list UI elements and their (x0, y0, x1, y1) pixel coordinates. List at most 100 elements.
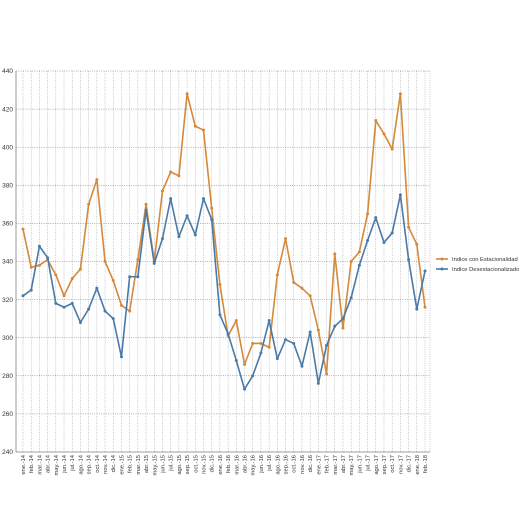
x-tick-label: may.-16 (251, 455, 257, 476)
x-tick-label: oct.-16 (292, 455, 298, 473)
x-tick-label: may.-14 (54, 454, 60, 475)
series-point-0 (292, 280, 296, 284)
legend-label-0: Indice con Estacionalidad (452, 257, 518, 263)
series-point-0 (37, 263, 41, 267)
x-tick-label: oct.-17 (390, 455, 396, 473)
y-axis-ticks: 440 420 400 380 360 340 320 300 280 260 240 (2, 68, 13, 456)
x-tick-label: feb.-16 (226, 455, 232, 473)
x-tick-label: ene.-16 (218, 455, 224, 475)
series-point-1 (226, 332, 230, 336)
series-point-1 (136, 275, 140, 279)
series-group (21, 92, 427, 391)
x-tick-label: ene.-18 (415, 455, 421, 475)
series-point-1 (275, 357, 279, 361)
series-point-1 (29, 288, 33, 292)
series-point-1 (390, 231, 394, 235)
x-tick-label: dic.-17 (407, 455, 413, 472)
x-tick-label: jun.-17 (357, 455, 363, 474)
x-tick-label: jul.-15 (169, 455, 175, 472)
series-point-1 (415, 307, 419, 311)
axes (15, 71, 430, 453)
series-point-1 (62, 305, 66, 309)
series-point-1 (300, 364, 304, 368)
series-point-1 (21, 294, 25, 298)
series-point-0 (160, 189, 164, 193)
series-point-1 (152, 261, 156, 265)
x-tick-label: ene.-14 (21, 454, 27, 474)
series-point-1 (169, 197, 173, 201)
series-point-0 (300, 286, 304, 290)
series-point-0 (87, 202, 91, 206)
series-point-0 (423, 305, 427, 309)
series-point-0 (398, 92, 402, 96)
series-line-0 (22, 93, 426, 375)
series-point-0 (128, 309, 132, 313)
series-point-0 (333, 252, 337, 256)
series-point-1 (185, 214, 189, 218)
x-tick-label: dic.-15 (210, 455, 216, 472)
series-point-0 (54, 273, 58, 277)
y-tick-label: 260 (2, 411, 13, 418)
series-point-1 (308, 330, 312, 334)
series-point-1 (349, 296, 353, 300)
x-tick-label: nov.-14 (103, 454, 109, 474)
series-point-1 (210, 218, 214, 222)
series-point-1 (119, 355, 123, 359)
x-tick-label: abr.-16 (243, 455, 249, 473)
series-point-1 (243, 387, 247, 391)
series-point-0 (349, 260, 353, 263)
x-tick-label: dic.-16 (308, 455, 314, 472)
series-point-1 (325, 343, 329, 347)
x-tick-label: oct.-15 (193, 455, 199, 473)
x-tick-label: nov.-15 (201, 455, 207, 474)
x-tick-label: jul.-16 (267, 455, 273, 472)
series-point-1 (70, 301, 74, 305)
series-point-1 (128, 275, 132, 279)
series-point-0 (234, 319, 238, 323)
x-tick-label: may.-15 (152, 455, 158, 476)
series-point-0 (111, 279, 115, 283)
series-point-1 (46, 256, 50, 260)
series-point-0 (136, 258, 140, 262)
x-tick-label: feb.-14 (29, 454, 35, 473)
x-tick-label: abr.-17 (341, 455, 347, 473)
x-tick-label: jul.-17 (366, 455, 372, 472)
x-tick-label: nov.-16 (300, 455, 306, 474)
legend: Indice con Estacionalidad Indice Desestac… (436, 257, 519, 273)
series-point-0 (390, 147, 394, 151)
y-tick-label: 340 (2, 259, 13, 266)
series-point-0 (210, 206, 214, 210)
x-tick-label: abr.-15 (144, 455, 150, 473)
series-point-0 (316, 328, 320, 332)
y-tick-label: 400 (2, 144, 13, 151)
series-point-1 (218, 313, 222, 317)
x-tick-label: sep.-16 (284, 455, 290, 474)
series-point-1 (251, 374, 255, 378)
legend-marker-0 (440, 257, 444, 261)
series-point-0 (308, 294, 312, 298)
x-tick-label: jun.-16 (259, 455, 265, 474)
series-point-0 (251, 341, 255, 345)
series-point-0 (177, 174, 181, 178)
series-point-1 (333, 324, 337, 328)
series-point-1 (374, 216, 378, 220)
series-point-1 (382, 240, 386, 244)
series-point-1 (160, 237, 164, 241)
series-point-1 (423, 269, 427, 273)
x-tick-label: sep.-14 (87, 454, 93, 474)
series-point-0 (218, 282, 222, 286)
series-point-1 (111, 317, 115, 321)
series-point-0 (95, 178, 99, 182)
series-point-1 (78, 320, 82, 324)
x-tick-label: nov.-17 (398, 455, 404, 474)
x-tick-label: may.-17 (349, 455, 355, 476)
x-tick-label: ene.-15 (119, 455, 125, 475)
x-tick-label: mar.-16 (234, 455, 240, 475)
series-point-1 (341, 317, 345, 321)
series-point-1 (398, 193, 402, 197)
series-point-0 (201, 128, 205, 132)
series-point-0 (29, 265, 33, 269)
series-point-1 (193, 233, 197, 237)
series-point-1 (407, 258, 411, 262)
series-point-1 (234, 359, 238, 363)
